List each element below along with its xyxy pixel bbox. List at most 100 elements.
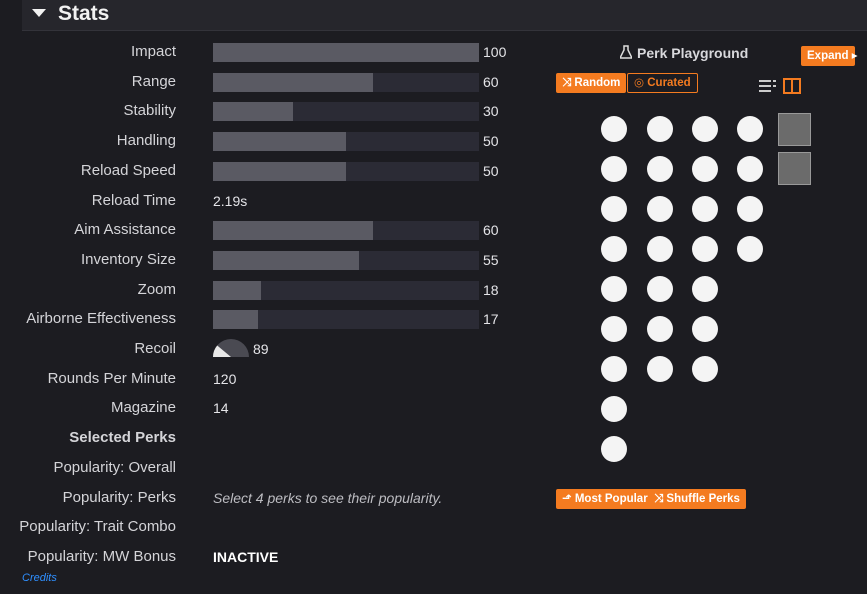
button-label: Expand <box>807 50 849 62</box>
view-toggle[interactable] <box>759 78 803 94</box>
popularity-value: INACTIVE <box>213 548 279 565</box>
stat-label: Reload Time <box>91 191 176 209</box>
stat-bar-track <box>213 161 479 181</box>
perk-icon[interactable] <box>601 236 627 262</box>
perk-icon[interactable] <box>647 156 673 182</box>
perk-icon[interactable] <box>692 316 718 342</box>
recoil-gauge <box>213 339 249 357</box>
perk-icon[interactable] <box>647 236 673 262</box>
stat-bar <box>213 221 373 241</box>
popularity-value: Select 4 perks to see their popularity. <box>213 489 443 506</box>
stat-label: Inventory Size <box>80 250 176 268</box>
perk-icon[interactable] <box>692 356 718 382</box>
stat-value: 60 <box>483 222 499 239</box>
stat-label: Impact <box>130 43 176 60</box>
expand-button[interactable]: Expand ▸ <box>801 46 858 66</box>
stat-value: 120 <box>213 370 237 387</box>
popularity-label: Popularity: MW Bonus <box>27 547 176 565</box>
perk-icon[interactable] <box>737 196 763 222</box>
stat-bar-track <box>213 72 479 92</box>
stat-bar-track <box>213 102 479 122</box>
stat-label: Zoom <box>137 280 176 298</box>
perk-icon[interactable] <box>601 396 627 422</box>
stat-value: 55 <box>483 251 499 268</box>
perk-icon[interactable] <box>692 116 718 142</box>
perk-icon[interactable] <box>737 156 763 182</box>
stat-label: Stability <box>123 102 176 120</box>
stat-bar <box>213 43 479 62</box>
perk-icon[interactable] <box>601 196 627 222</box>
header-bar[interactable]: Stats <box>22 0 867 31</box>
stat-value: 100 <box>483 44 507 60</box>
perk-icon[interactable] <box>601 436 627 462</box>
perk-icon[interactable] <box>647 276 673 302</box>
button-label: Curated <box>647 77 691 89</box>
collapse-caret <box>32 9 46 17</box>
perk-icon[interactable] <box>601 156 627 182</box>
recoil-wedge <box>213 345 231 357</box>
perk-icon[interactable] <box>647 356 673 382</box>
popularity-label: Popularity: Trait Combo <box>19 518 176 536</box>
stat-bar <box>213 102 293 122</box>
perk-icon[interactable] <box>601 116 627 142</box>
panel-title: Perk Playground <box>637 45 749 61</box>
stat-bar-track <box>213 280 479 300</box>
stat-bar-track <box>213 132 479 152</box>
stat-bar <box>213 250 360 270</box>
stat-value: 60 <box>483 73 499 90</box>
button-label: Shuffle Perks <box>666 493 740 505</box>
mod-icon[interactable] <box>778 152 811 185</box>
perk-icon[interactable] <box>692 196 718 222</box>
stat-label: Airborne Effectiveness <box>26 310 176 328</box>
flask-icon <box>620 45 632 59</box>
stat-value: 50 <box>483 162 499 179</box>
stat-bar-track <box>213 310 479 330</box>
button-label: Random <box>574 77 621 89</box>
perk-icon[interactable] <box>647 196 673 222</box>
popularity-label: Popularity: Overall <box>53 458 176 476</box>
stat-bar-track <box>213 250 479 270</box>
stat-bar <box>213 72 373 92</box>
perk-icon[interactable] <box>647 316 673 342</box>
stat-label: Reload Speed <box>80 161 176 179</box>
perk-icon[interactable] <box>737 236 763 262</box>
stat-value: 18 <box>483 281 499 298</box>
stat-value: 14 <box>213 400 229 417</box>
stat-label: Handling <box>116 132 176 150</box>
stat-bar-track <box>213 221 479 241</box>
header-title: Stats <box>58 2 110 25</box>
section-title: Selected Perks <box>69 429 176 447</box>
curated-button[interactable]: ◎ Curated <box>627 73 698 93</box>
stat-label: Rounds Per Minute <box>47 369 176 387</box>
perk-icon[interactable] <box>737 116 763 142</box>
perk-icon[interactable] <box>692 236 718 262</box>
perk-icon[interactable] <box>692 156 718 182</box>
shuffle-button[interactable]: ⤨ Shuffle Perks <box>648 489 746 509</box>
perk-icon[interactable] <box>601 316 627 342</box>
stat-bar-track <box>213 43 479 62</box>
perk-icon[interactable] <box>692 276 718 302</box>
stat-value: 89 <box>253 341 269 357</box>
mod-icon[interactable] <box>778 113 811 146</box>
stat-value: 2.19s <box>213 192 248 209</box>
popularity-label: Popularity: Perks <box>62 488 176 506</box>
most-popular-button[interactable]: ⬏ Most Popular <box>556 489 654 509</box>
stat-label: Recoil <box>134 340 176 357</box>
stat-bar <box>213 280 261 300</box>
stat-label: Aim Assistance <box>74 221 176 239</box>
button-label: Most Popular <box>574 493 648 505</box>
random-button[interactable]: ⤨ Random <box>556 73 627 93</box>
stat-value: 50 <box>483 133 499 150</box>
perk-icon[interactable] <box>601 356 627 382</box>
credits-link[interactable]: Credits <box>22 572 57 584</box>
stat-label: Magazine <box>110 399 176 417</box>
stat-label: Range <box>131 72 176 90</box>
perk-icon[interactable] <box>647 116 673 142</box>
stat-bar <box>213 161 346 181</box>
perk-icon[interactable] <box>601 276 627 302</box>
stat-bar <box>213 132 346 152</box>
stat-value: 30 <box>483 103 499 120</box>
stat-value: 17 <box>483 311 499 328</box>
stat-bar <box>213 310 259 330</box>
